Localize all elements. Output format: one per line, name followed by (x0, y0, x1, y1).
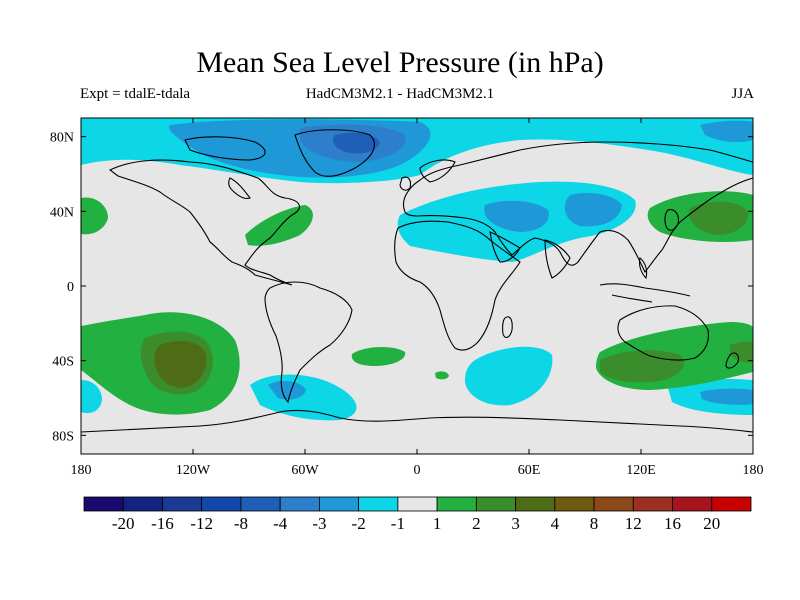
colorbar-swatch (240, 496, 281, 512)
contour-atlantic-pos1 (245, 205, 313, 246)
coast-australia (617, 305, 709, 361)
colorbar-label: 20 (703, 514, 720, 533)
contour-west-edge-pos1 (81, 197, 108, 235)
colorbar-swatch (593, 496, 634, 512)
colorbar-label: 16 (664, 514, 681, 533)
map-panel (80, 117, 754, 455)
coast-indonesia (599, 283, 691, 303)
contour-eurasia-neg2a (564, 193, 622, 227)
y-tick-label: 80N (50, 131, 74, 146)
coast-hudson-bay (228, 177, 251, 200)
season-label: JJA (731, 86, 754, 102)
colorbar: -20 -16 -12 -8 -4 -3 -2 -1 1 2 3 4 8 12 16 20 (83, 496, 752, 533)
contour-central-south-pos1 (435, 371, 449, 380)
colorbar-swatch (122, 496, 163, 512)
colorbar-swatch (358, 496, 399, 512)
colorbar-label: -3 (312, 514, 326, 533)
colorbar-label: 1 (433, 514, 442, 533)
colorbar-swatch (711, 496, 752, 512)
colorbar-swatch (201, 496, 242, 512)
coast-arctic-islands (184, 136, 266, 161)
contour-greenland-neg4 (333, 132, 380, 154)
contour-eurasia-neg2b (484, 200, 549, 232)
x-tick-label: 60W (291, 463, 319, 478)
x-tick-label: 180 (71, 463, 92, 478)
contour-drake-neg2 (268, 380, 306, 400)
coast-africa (394, 220, 521, 351)
contour-south-africa-neg1 (465, 346, 553, 406)
x-tick-label: 0 (414, 463, 421, 478)
coast-japan (664, 209, 679, 231)
colorbar-swatch (436, 496, 477, 512)
x-tick-label: 120E (626, 463, 656, 478)
colorbar-swatch (515, 496, 556, 512)
colorbar-swatch (554, 496, 595, 512)
colorbar-swatch (83, 496, 124, 512)
coast-madagascar (502, 316, 513, 339)
contour-se-pacific-pos3 (154, 340, 207, 388)
y-tick-label: 40N (50, 205, 74, 220)
coast-north-america (108, 159, 300, 286)
x-tick-label: 180 (743, 463, 764, 478)
colorbar-swatch (397, 496, 438, 512)
contour-south-atlantic-pos1 (351, 346, 406, 366)
coastlines (81, 129, 753, 433)
coast-new-zealand (725, 352, 739, 369)
colorbar-label: -16 (151, 514, 174, 533)
colorbar-swatch (279, 496, 320, 512)
contour-west-edge-neg1 (81, 380, 102, 414)
colorbar-label: 2 (472, 514, 481, 533)
coast-india (544, 239, 571, 279)
colorbar-label: 8 (590, 514, 599, 533)
colorbar-swatch (162, 496, 203, 512)
coast-scandinavia (419, 159, 456, 183)
x-tick-label: 120W (176, 463, 211, 478)
contour-north-pacific-pos2 (688, 201, 749, 235)
colorbar-swatch (475, 496, 516, 512)
colorbar-label: -20 (112, 514, 135, 533)
colorbar-label: 3 (511, 514, 520, 533)
coast-greenland (294, 129, 375, 177)
y-tick-label: 40S (52, 355, 74, 370)
experiment-label: Expt = tdalE-tdala (80, 86, 191, 102)
colorbar-label: 12 (625, 514, 642, 533)
colorbar-label: -2 (352, 514, 366, 533)
colorbar-swatch (632, 496, 673, 512)
contour-arctic-east-neg2 (700, 120, 753, 143)
model-label: HadCM3M2.1 - HadCM3M2.1 (305, 86, 495, 102)
y-axis: 80N 40N 0 40S 80S (50, 131, 753, 444)
coast-south-america (264, 281, 353, 404)
colorbar-swatch (672, 496, 713, 512)
contour-east-edge-pos2 (730, 341, 753, 363)
contour-sw-pacific-neg2 (700, 388, 753, 405)
chart-title: Mean Sea Level Pressure (in hPa) (196, 46, 604, 79)
y-tick-label: 0 (67, 280, 74, 295)
coast-antarctica (81, 409, 753, 433)
colorbar-swatch (319, 496, 360, 512)
colorbar-label: -1 (391, 514, 405, 533)
colorbar-label: 4 (551, 514, 560, 533)
coast-arabia (489, 231, 521, 263)
colorbar-label: -8 (234, 514, 248, 533)
colorbar-label: -12 (190, 514, 213, 533)
x-tick-label: 60E (518, 463, 541, 478)
coast-uk (399, 176, 412, 191)
x-axis: 180 120W 60W 0 60E 120E 180 (71, 118, 764, 478)
y-tick-label: 80S (52, 429, 74, 444)
colorbar-label: -4 (273, 514, 288, 533)
coast-philippines (638, 257, 648, 280)
